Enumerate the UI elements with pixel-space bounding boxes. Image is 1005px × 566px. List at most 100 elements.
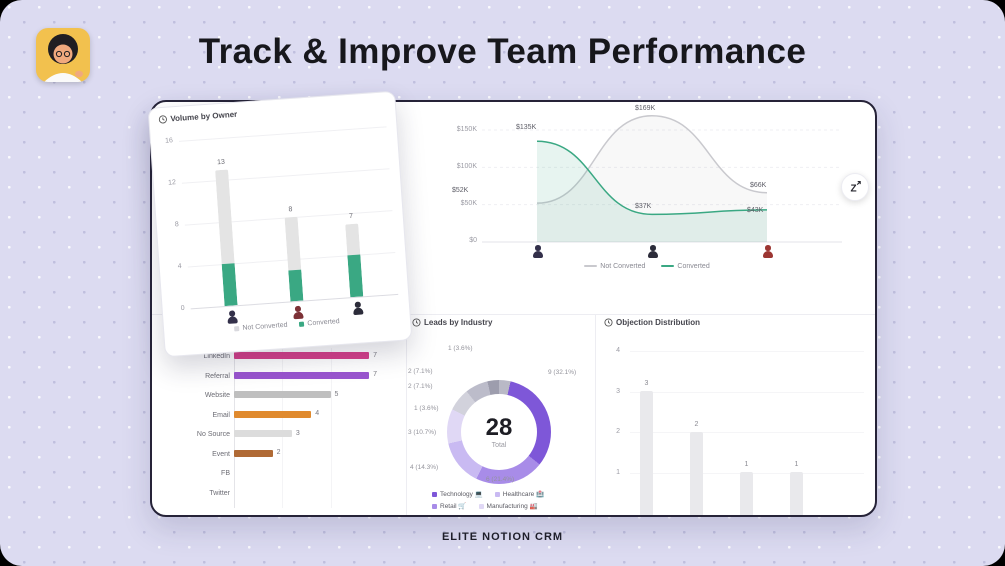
source-bar [234,371,370,379]
objection-bar [640,390,653,515]
objection-bar [790,472,803,515]
owner-avatar [351,301,365,315]
leads-by-source-chart: LinkedIn 7 Referral 7 Website 5 Email 4 No Sourc… [152,102,875,515]
legend-item: Not Converted [234,322,288,333]
donut-center: 28 Total [447,380,551,484]
volume-gridline [181,168,390,184]
objection-y-tick: 3 [616,388,620,395]
legend-label: Not Converted [600,263,646,270]
revenue-line-chart [482,115,842,243]
revenue-y-tick: $150K [456,126,477,133]
source-value: 7 [373,351,377,359]
legend-item: Retail 🛒 [432,502,467,510]
bar-value-label: 3 [644,379,649,387]
data-point-label: $169K [635,105,656,112]
technology-swatch [432,491,437,497]
legend-label: Manufacturing 🏭 [486,503,538,510]
source-label: Email [212,411,230,419]
bar-value-label: 1 [794,461,799,469]
not-converted-segment [284,216,302,271]
legend-label: Technology 💻 [440,491,483,498]
retail-swatch [432,503,437,509]
objection-y-tick: 4 [616,347,620,354]
data-point-label: $43K [747,207,764,214]
volume-y-tick: 8 [174,221,180,229]
owner-avatar [225,310,239,324]
clock-icon [158,115,167,124]
floating-action-button[interactable]: Z [841,173,869,201]
volume-bar [345,223,364,298]
not-converted-line-swatch [584,265,598,268]
source-label: Referral [205,372,230,380]
legend-label: Converted [307,318,340,328]
data-point-label: $66K [750,182,767,189]
not-converted-swatch [234,325,240,332]
revenue-y-tick: $50K [460,200,477,207]
source-bar [234,449,273,457]
panel-divider [406,314,407,515]
data-point-label: $52K [452,187,469,194]
converted-line-swatch [661,265,675,268]
revenue-legend: Not Converted Converted [472,263,822,270]
volume-y-tick: 4 [177,262,182,271]
objection-distribution-chart: 3 2 1 1 [152,102,875,515]
donut-callout: 2 (7.1%) [408,383,433,390]
source-bar [234,391,331,398]
donut-callout: 6 (21.4%) [486,476,515,483]
legend-item: Converted [661,263,710,270]
bar-value-label: 2 [694,420,699,428]
donut-callout: 3 (10.7%) [408,429,437,436]
page-title: Track & Improve Team Performance [198,32,807,71]
source-value: 7 [373,371,377,378]
objection-bar [690,431,703,515]
data-point-label: $37K [635,203,652,210]
revenue-y-tick: $100K [456,163,477,170]
volume-gridline [178,126,387,142]
not-converted-segment [215,168,235,265]
volume-y-tick: 12 [167,179,177,187]
objection-y-tick: 1 [616,469,620,476]
brand-footer: ELITE NOTION CRM [441,531,564,543]
bar-value-label: 1 [744,461,749,469]
legend-label: Retail 🛒 [440,503,467,510]
industry-legend-row: Retail 🛒 Manufacturing 🏭 [432,502,538,510]
volume-y-tick: 0 [180,304,185,313]
panel-title-text: Objection Distribution [616,318,700,327]
panel-title-text: Volume by Owner [170,109,238,124]
source-chart-axis [234,348,235,508]
industry-legend-row: Technology 💻 Healthcare 🏥 [432,490,544,498]
source-bar [234,352,370,359]
objection-y-tick: 2 [616,428,620,435]
legend-item: Technology 💻 [432,490,483,498]
converted-swatch [299,321,305,327]
panel-divider [595,314,596,515]
z-arrow-icon: Z [851,181,861,194]
industry-panel-title: Leads by Industry [412,318,492,327]
source-label: Event [212,450,230,458]
presenter-avatar [36,28,90,82]
bar-value-label: 7 [348,212,354,220]
revenue-y-tick: $0 [469,237,477,244]
volume-by-owner-card: Volume by Owner 16 12 8 4 0 Not Converte… [147,90,413,358]
source-value: 5 [334,390,339,398]
source-label: Twitter [209,489,230,497]
donut-callout: 2 (7.1%) [408,368,433,375]
source-gridline [331,348,332,508]
panel-divider [152,314,875,315]
converted-segment [288,269,304,302]
legend-label: Healthcare 🏥 [502,491,545,498]
source-label: Website [204,392,230,399]
volume-panel-title: Volume by Owner [158,109,238,124]
source-bar [234,410,312,418]
healthcare-swatch [494,491,500,497]
source-value: 4 [315,410,320,417]
legend-item: Healthcare 🏥 [494,490,545,498]
industry-donut-chart [447,380,551,484]
objection-bar [740,472,753,515]
donut-total-label: Total [491,441,507,449]
source-label: LinkedIn [203,353,230,360]
bar-value-label: 13 [216,158,226,166]
objection-panel-title: Objection Distribution [604,318,700,327]
legend-item: Manufacturing 🏭 [478,502,538,510]
